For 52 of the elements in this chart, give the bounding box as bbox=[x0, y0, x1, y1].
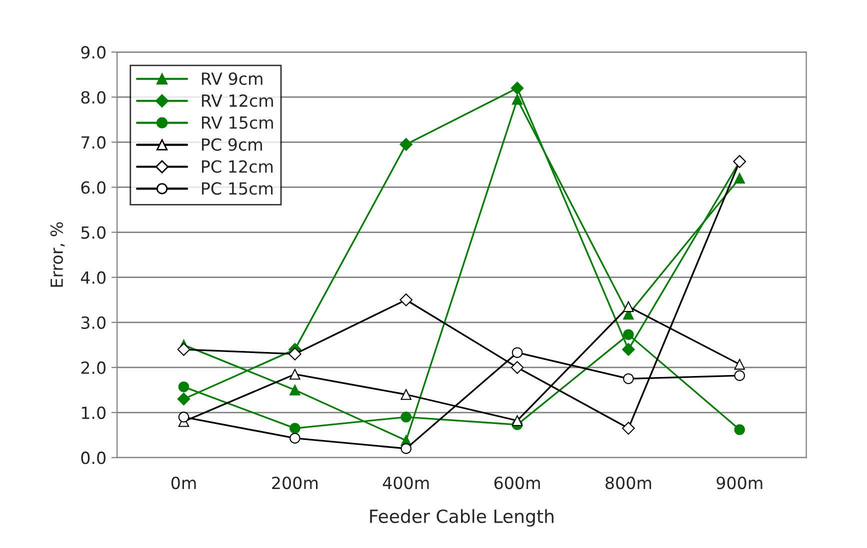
y-tick-label: 0.0 bbox=[81, 452, 106, 464]
point bbox=[288, 348, 302, 360]
x-axis-title: Feeder Cable Length bbox=[370, 509, 554, 527]
y-tick-label: 9.0 bbox=[81, 46, 106, 59]
point bbox=[400, 389, 412, 400]
y-axis-title: Error, % bbox=[50, 222, 65, 287]
y-tick-label: 6.0 bbox=[81, 181, 106, 194]
y-tick-label: 7.0 bbox=[81, 136, 106, 149]
x-tick-label: 400m bbox=[382, 476, 429, 490]
point bbox=[512, 347, 523, 358]
y-tick-label: 1.0 bbox=[82, 406, 106, 420]
point bbox=[400, 293, 413, 306]
y-tick-label: 5.0 bbox=[81, 226, 106, 239]
point bbox=[290, 432, 300, 444]
point bbox=[290, 368, 300, 380]
legend-label: RV 12cm bbox=[202, 94, 273, 107]
point bbox=[622, 422, 635, 435]
point bbox=[290, 384, 300, 396]
x-tick-label: 600m bbox=[494, 476, 540, 490]
point bbox=[734, 370, 745, 381]
y-tick-label: 8.0 bbox=[81, 91, 106, 104]
point bbox=[734, 358, 745, 370]
point bbox=[178, 412, 190, 422]
point bbox=[400, 443, 412, 454]
x-tick-label: 0m bbox=[171, 476, 196, 490]
legend-label: PC 9cm bbox=[202, 138, 262, 151]
point bbox=[510, 82, 524, 95]
point bbox=[400, 138, 413, 151]
point bbox=[178, 381, 190, 392]
legend-label: PC 12cm bbox=[202, 160, 273, 173]
legend-label: RV 9cm bbox=[202, 72, 262, 85]
point bbox=[512, 415, 523, 426]
y-tick-label: 4.0 bbox=[80, 271, 106, 284]
point bbox=[623, 329, 634, 340]
x-tick-label: 800m bbox=[606, 476, 652, 490]
x-tick-label: 200m bbox=[272, 476, 318, 490]
point bbox=[290, 422, 300, 434]
point bbox=[734, 172, 745, 184]
legend-label: PC 15cm bbox=[202, 182, 273, 195]
point bbox=[623, 301, 634, 312]
legend-label: RV 15cm bbox=[202, 116, 273, 129]
y-tick-label: 2.0 bbox=[81, 361, 106, 374]
y-tick-label: 3.0 bbox=[81, 316, 106, 329]
point bbox=[512, 94, 523, 105]
point bbox=[177, 392, 190, 406]
point bbox=[734, 424, 745, 436]
point bbox=[623, 373, 634, 384]
point bbox=[510, 361, 524, 374]
point bbox=[400, 412, 412, 422]
x-tick-label: 900m bbox=[716, 476, 762, 490]
point bbox=[622, 343, 635, 356]
point bbox=[177, 343, 190, 356]
